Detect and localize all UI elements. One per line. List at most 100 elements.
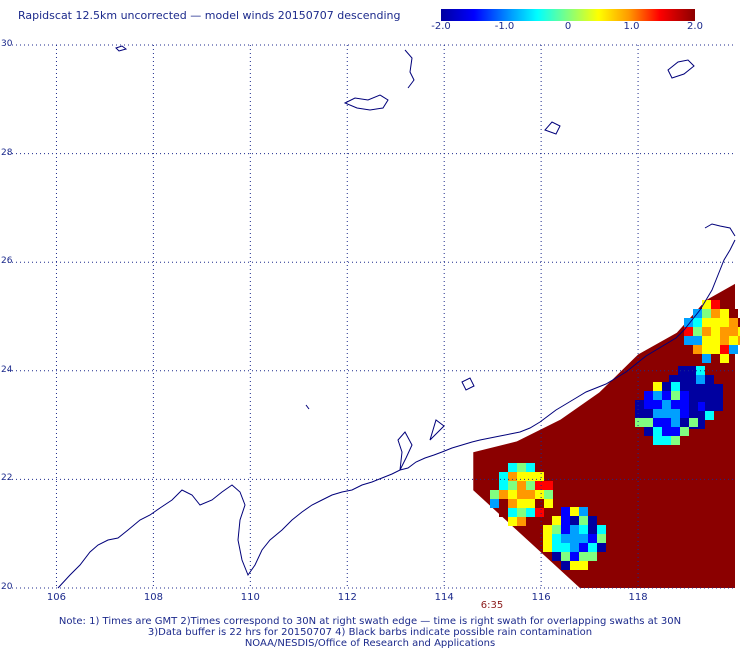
wind-cell (588, 516, 597, 525)
wind-cell (517, 508, 526, 517)
wind-cell (702, 318, 711, 327)
wind-cell (720, 300, 729, 309)
wind-cell (543, 525, 552, 534)
wind-cell (720, 354, 729, 363)
wind-cell (720, 336, 729, 345)
wind-cell (680, 400, 689, 409)
wind-cell (535, 490, 544, 499)
wind-cell (544, 490, 553, 499)
wind-cell (714, 402, 723, 411)
wind-cell (696, 375, 705, 384)
wind-cell (738, 327, 740, 336)
wind-cell (711, 336, 720, 345)
wind-cell (696, 402, 705, 411)
wind-cell (579, 552, 588, 561)
wind-cell (680, 409, 689, 418)
wind-cell (689, 418, 698, 427)
wind-cell (635, 418, 644, 427)
wind-cell (570, 552, 579, 561)
longitude-label: 106 (46, 592, 66, 603)
swath-time-label: 6:35 (480, 600, 504, 611)
wind-cell (711, 354, 720, 363)
colorbar-tick-label: 2.0 (687, 21, 703, 32)
wind-cell (526, 508, 535, 517)
wind-cell (517, 472, 526, 481)
wind-cell (490, 490, 499, 499)
wind-cell (680, 391, 689, 400)
wind-cell (711, 318, 720, 327)
coastline (57, 45, 736, 589)
wind-cell (635, 409, 644, 418)
wind-cell (543, 534, 552, 543)
wind-cell (680, 427, 689, 436)
wind-cell (705, 384, 714, 393)
wind-cell (696, 384, 705, 393)
longitude-label: 114 (434, 592, 454, 603)
colorbar-tick-label: -1.0 (494, 21, 515, 32)
wind-cell (597, 543, 606, 552)
wind-cell (702, 336, 711, 345)
wind-cell (689, 400, 698, 409)
longitude-label: 108 (143, 592, 163, 603)
wind-cell (687, 375, 696, 384)
wind-cell (714, 393, 723, 402)
wind-cell (729, 327, 738, 336)
wind-cell (508, 481, 517, 490)
latitude-label: 22 (1, 473, 13, 484)
wind-cell (696, 411, 705, 420)
wind-cell (662, 436, 671, 445)
wind-cell (499, 508, 508, 517)
longitude-label: 116 (531, 592, 551, 603)
wind-cell (693, 345, 702, 354)
map-title: Rapidscat 12.5km uncorrected — model win… (18, 9, 401, 22)
wind-cell (702, 309, 711, 318)
footer-note-line2: 3)Data buffer is 22 hrs for 20150707 4) … (147, 627, 593, 638)
wind-cell (678, 366, 687, 375)
wind-cell (738, 336, 740, 345)
wind-cell (669, 375, 678, 384)
wind-cell (653, 391, 662, 400)
wind-cell (508, 490, 517, 499)
wind-cell (662, 409, 671, 418)
wind-cell (526, 517, 535, 526)
wind-cell (738, 318, 740, 327)
wind-cell (684, 336, 693, 345)
wind-cell (678, 384, 687, 393)
wind-cell (671, 436, 680, 445)
wind-cell (570, 543, 579, 552)
latitude-label: 30 (1, 39, 13, 49)
wind-cell (696, 393, 705, 402)
colorbar-gradient (441, 9, 695, 21)
wind-cell (579, 525, 588, 534)
wind-cell (684, 327, 693, 336)
longitude-label: 110 (240, 592, 260, 603)
wind-cell (552, 525, 561, 534)
wind-cell (662, 400, 671, 409)
wind-cell (653, 382, 662, 391)
wind-cell (526, 490, 535, 499)
wind-cell (597, 534, 606, 543)
wind-cell (720, 309, 729, 318)
wind-cell (561, 552, 570, 561)
wind-cell (644, 400, 653, 409)
wind-cell (499, 481, 508, 490)
wind-cell (588, 534, 597, 543)
wind-cell (684, 318, 693, 327)
wind-cell (644, 409, 653, 418)
wind-cell (499, 472, 508, 481)
wind-cell (561, 525, 570, 534)
wind-cell (711, 345, 720, 354)
wind-cell (570, 516, 579, 525)
latitude-label: 24 (1, 364, 13, 375)
wind-cell (561, 516, 570, 525)
wind-cell (705, 375, 714, 384)
wind-cell (552, 534, 561, 543)
wind-cell (570, 525, 579, 534)
wind-cell (544, 481, 553, 490)
wind-cell (687, 366, 696, 375)
wind-cell (693, 336, 702, 345)
wind-cell (508, 517, 517, 526)
wind-cell (561, 534, 570, 543)
latitude-label: 26 (1, 256, 13, 267)
